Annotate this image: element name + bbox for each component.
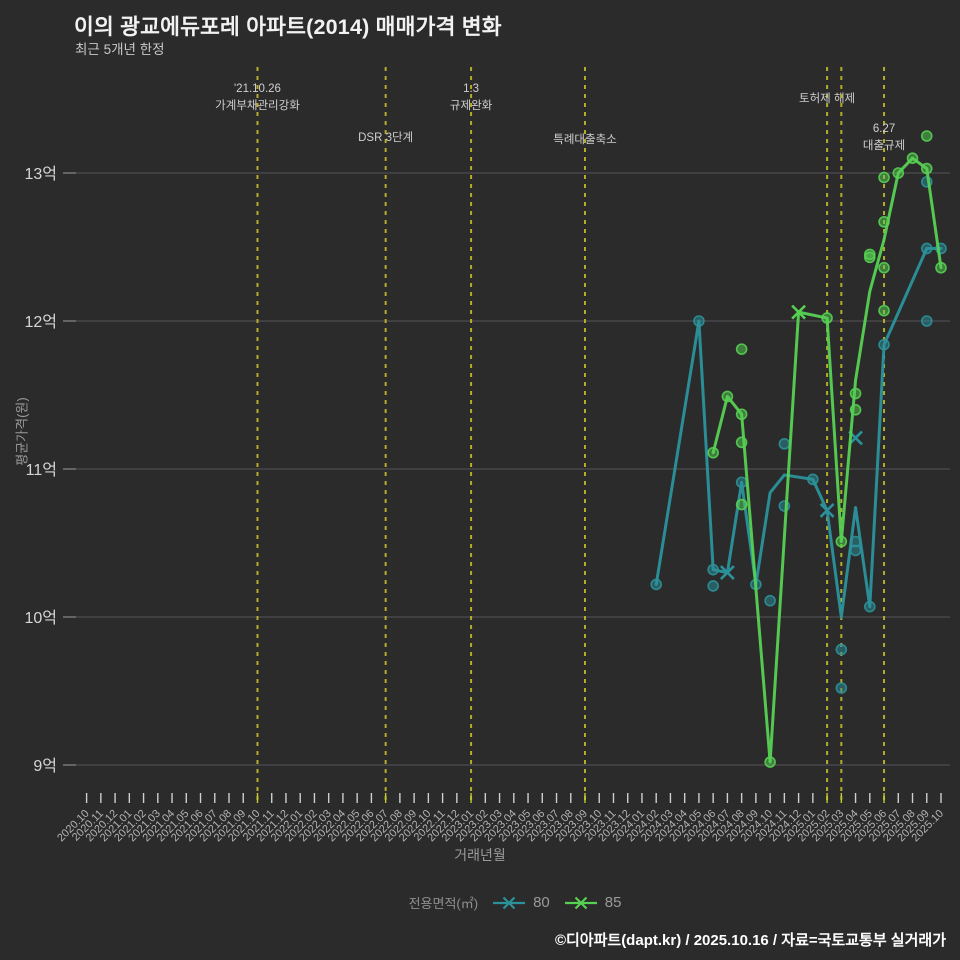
scatter-dot-85 bbox=[863, 251, 876, 264]
credit-footer: ©디아파트(dapt.kr) / 2025.10.16 / 자료=국토교통부 실… bbox=[554, 932, 946, 949]
event-label: 6.27 bbox=[873, 123, 895, 135]
x-marker-80 bbox=[719, 565, 735, 581]
legend-item-85[interactable]: 85 bbox=[564, 894, 622, 911]
event-label: 가계부채관리강화 bbox=[215, 99, 300, 112]
event-label: 1.3 bbox=[463, 83, 479, 95]
y-tick-label: 9억 bbox=[33, 757, 57, 775]
y-tick-label: 13억 bbox=[24, 165, 57, 183]
scatter-dot-85 bbox=[920, 130, 933, 142]
line-x-marker-80-icon bbox=[493, 896, 526, 909]
event-label: DSR 3단계 bbox=[358, 131, 413, 144]
legend-item-80-label: 80 bbox=[533, 894, 550, 911]
y-tick-label: 11억 bbox=[26, 461, 57, 479]
event-label: 대출규제 bbox=[863, 139, 905, 152]
x-marker-80 bbox=[819, 503, 835, 518]
scatter-dot-85 bbox=[735, 498, 748, 511]
legend-title: 전용면적(㎡) bbox=[408, 896, 479, 911]
page-title: 이의 광교에듀포레 아파트(2014) 매매가격 변화 bbox=[74, 15, 502, 39]
legend-item-80[interactable]: 80 bbox=[492, 894, 550, 911]
event-label: 토허제 해제 bbox=[799, 92, 855, 105]
legend-item-85-label: 85 bbox=[604, 894, 622, 911]
scatter-dot-85 bbox=[878, 171, 890, 184]
y-tick-label: 10억 bbox=[24, 609, 57, 627]
y-axis-title: 평균가격(원) bbox=[14, 397, 30, 466]
event-label: 규제완화 bbox=[450, 99, 493, 112]
scatter-dot-80 bbox=[764, 594, 776, 607]
scatter-dot-80 bbox=[835, 682, 848, 694]
legend: 전용면적(㎡) 80 85 bbox=[0, 893, 960, 912]
page-subtitle: 최근 5개년 한정 bbox=[75, 42, 165, 57]
y-tick-label: 12억 bbox=[24, 313, 57, 331]
scatter-dot-85 bbox=[878, 304, 890, 317]
event-label: '21.10.26 bbox=[234, 83, 281, 95]
event-label: 특례대출축소 bbox=[553, 133, 616, 146]
scatter-dot-85 bbox=[878, 261, 890, 274]
scatter-dot-80 bbox=[835, 643, 848, 656]
series-line-85 bbox=[711, 156, 943, 764]
series-line-80 bbox=[654, 246, 943, 619]
scatter-dot-80 bbox=[920, 315, 933, 327]
line-x-marker-85-icon bbox=[564, 896, 597, 909]
scatter-dot-80 bbox=[849, 544, 862, 557]
scatter-dot-80 bbox=[707, 580, 719, 592]
x-axis-title: 거래년월 bbox=[454, 847, 506, 863]
scatter-dot-80 bbox=[778, 438, 791, 450]
x-marker-85 bbox=[791, 304, 807, 320]
scatter-dot-85 bbox=[735, 343, 748, 355]
price-line-chart[interactable]: 9억 10억 11억 12억 13억 '21.10.26 가계부채관리강화 DSR 3단계 1.… bbox=[0, 0, 960, 880]
